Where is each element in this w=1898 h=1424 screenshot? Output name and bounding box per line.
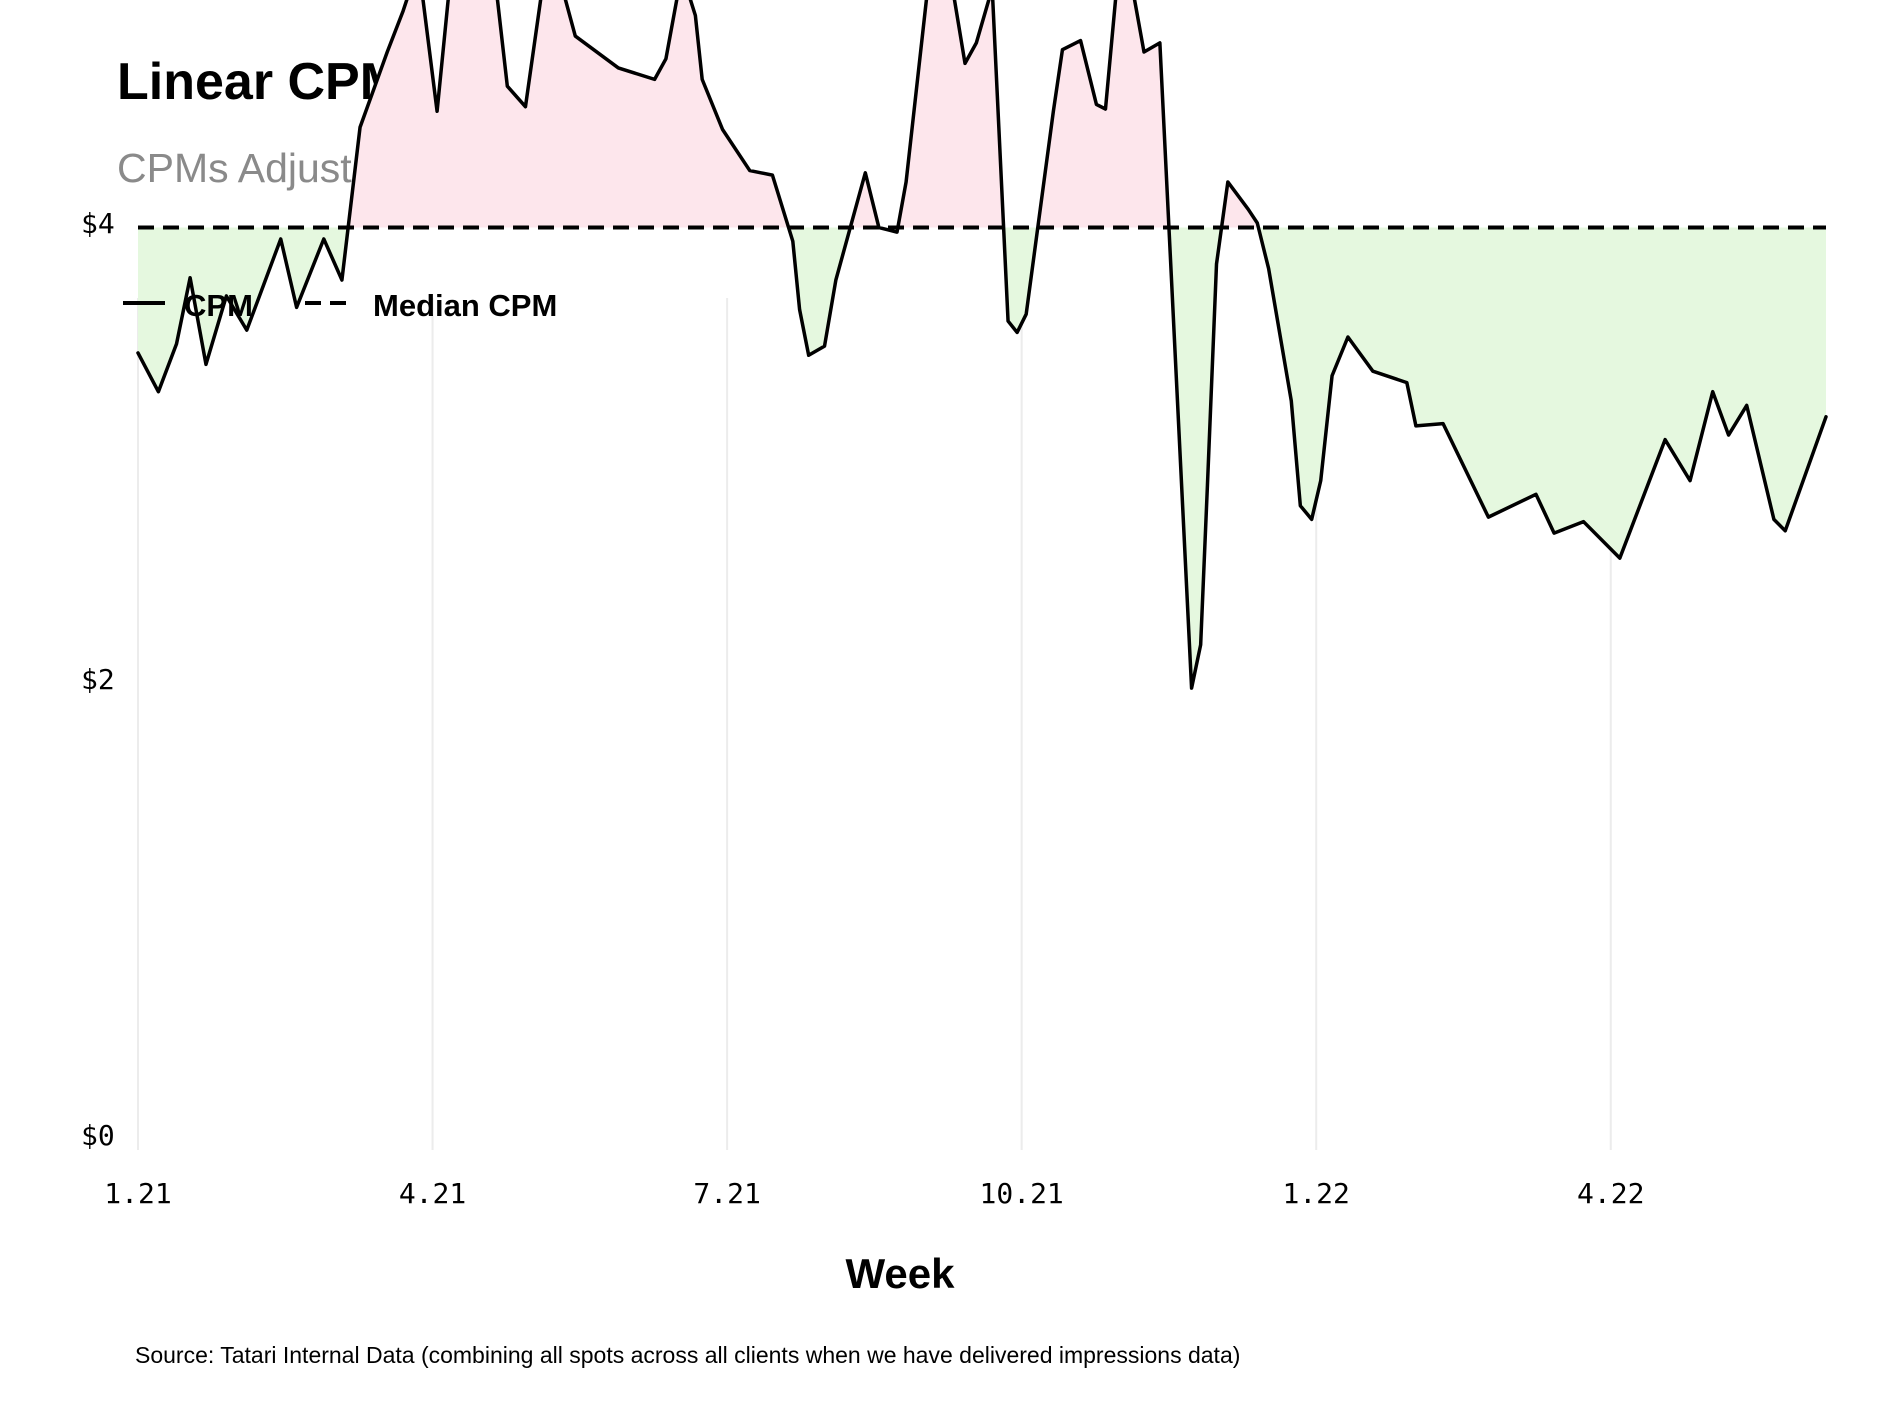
y-tick-label-0: $0	[81, 1119, 115, 1152]
fill-above-median-1	[348, 0, 789, 228]
y-axis-labels: $0$2$4$6	[81, 207, 115, 1152]
legend-cpm-label: CPM	[184, 288, 253, 323]
legend-median-label: Median CPM	[373, 288, 557, 323]
y-tick-label-1: $2	[81, 663, 115, 696]
source-note: Source: Tatari Internal Data (combining …	[135, 1342, 1241, 1368]
x-tick-label-3: 10.21	[980, 1177, 1064, 1210]
median-fill-areas	[138, 0, 1826, 689]
fill-below-median-10	[1258, 227, 1826, 559]
fill-below-median-6	[1003, 227, 1038, 333]
fill-above-median-5	[897, 0, 1004, 228]
x-tick-label-0: 1.21	[104, 1177, 171, 1210]
x-axis-labels: 1.21 4.21 7.21 10.21 1.22 4.22	[104, 1177, 1644, 1210]
fill-above-median-7	[1037, 0, 1169, 228]
x-tick-label-4: 1.22	[1282, 1177, 1349, 1210]
fill-below-median-8	[1168, 227, 1222, 689]
gridlines	[137, 298, 1612, 1150]
fill-above-median-9	[1221, 181, 1259, 228]
x-tick-label-5: 4.22	[1577, 1177, 1644, 1210]
x-tick-label-2: 7.21	[693, 1177, 760, 1210]
x-tick-label-1: 4.21	[399, 1177, 466, 1210]
y-tick-label-2: $4	[81, 207, 115, 240]
cpm-series-line	[136, 0, 1828, 690]
legend: CPM Median CPM	[123, 288, 557, 323]
x-axis-title: Week	[846, 1250, 956, 1297]
fill-below-median-0	[138, 227, 349, 392]
series-group	[136, 0, 1828, 690]
fill-above-median-3	[850, 172, 879, 228]
